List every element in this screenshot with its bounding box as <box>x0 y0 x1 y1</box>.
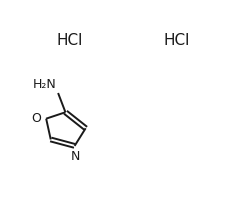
Text: HCl: HCl <box>163 33 190 48</box>
Text: H₂N: H₂N <box>32 78 56 92</box>
Text: HCl: HCl <box>57 33 83 48</box>
Text: O: O <box>32 112 41 125</box>
Text: N: N <box>71 150 80 163</box>
